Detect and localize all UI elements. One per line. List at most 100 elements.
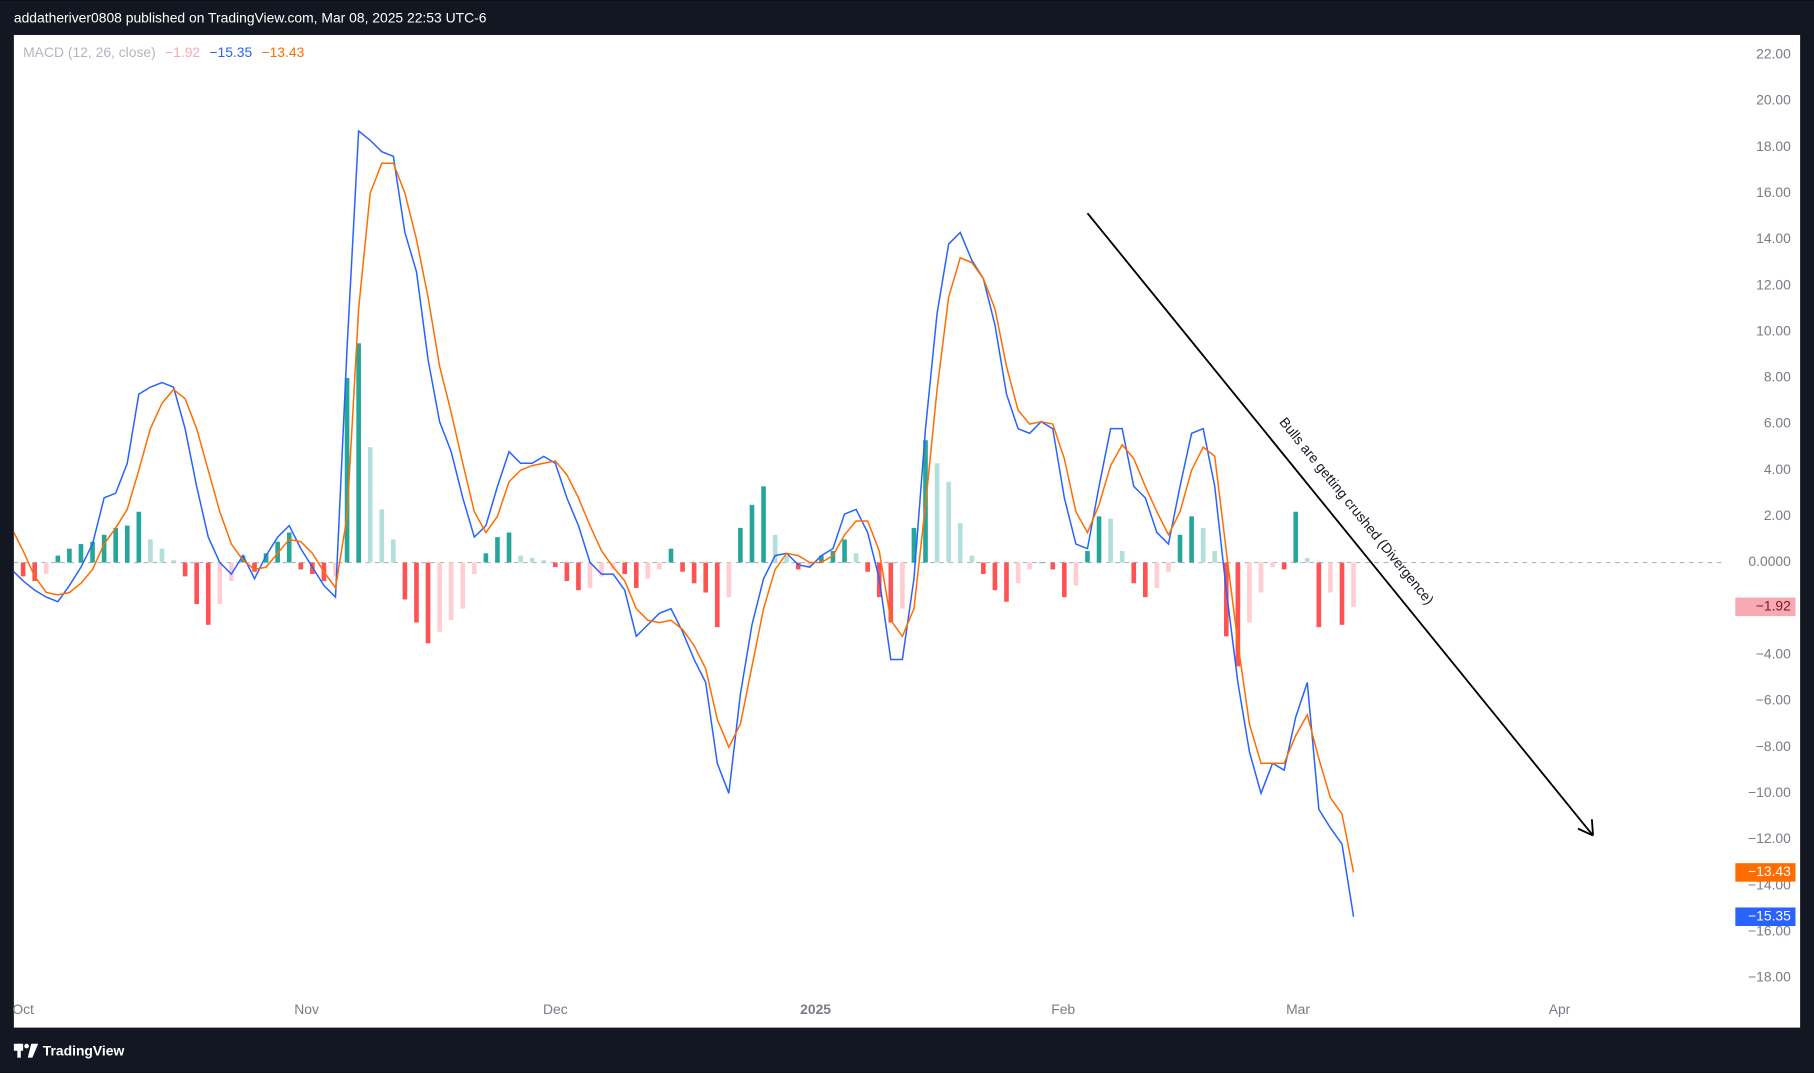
histogram-bar bbox=[633, 562, 639, 588]
histogram-bar bbox=[356, 343, 361, 563]
legend-value: −1.92 bbox=[165, 44, 200, 60]
histogram-bar bbox=[1339, 562, 1345, 625]
histogram-bar bbox=[402, 562, 408, 600]
histogram-bar bbox=[414, 562, 419, 623]
histogram-bar bbox=[1004, 562, 1009, 602]
histogram-bar bbox=[448, 562, 454, 621]
histogram-bar bbox=[1281, 562, 1287, 570]
histogram-bar bbox=[772, 534, 778, 563]
annotation-arrow bbox=[1086, 212, 1594, 837]
histogram-bar bbox=[1177, 534, 1183, 563]
y-tick-label: 2.00 bbox=[1764, 507, 1791, 523]
histogram-bar bbox=[599, 562, 604, 577]
histogram-bar bbox=[541, 560, 547, 563]
y-tick-label: 12.00 bbox=[1756, 276, 1791, 292]
histogram-bar bbox=[1085, 550, 1090, 563]
y-tick-label: −18.00 bbox=[1748, 969, 1791, 985]
histogram-bar bbox=[483, 553, 489, 563]
histogram-bar bbox=[587, 562, 593, 588]
histogram-bar bbox=[78, 544, 84, 563]
histogram-bar bbox=[819, 555, 824, 563]
x-tick-label: Feb bbox=[1051, 1001, 1075, 1017]
histogram-bar bbox=[1073, 562, 1079, 586]
histogram-bar bbox=[576, 562, 581, 591]
histogram-bar bbox=[1212, 550, 1218, 563]
histogram-bar bbox=[1027, 562, 1032, 570]
histogram-bar bbox=[691, 562, 697, 584]
histogram-bar bbox=[55, 555, 61, 563]
histogram-bar bbox=[795, 562, 801, 570]
histogram-bar bbox=[333, 562, 338, 577]
histogram-bar bbox=[749, 504, 755, 563]
histogram-bar bbox=[113, 527, 119, 563]
histogram-bar bbox=[1050, 562, 1056, 570]
histogram-bar bbox=[784, 555, 789, 563]
header-text: addatheriver0808 published on TradingVie… bbox=[14, 9, 487, 25]
line-series bbox=[13, 162, 1355, 873]
x-tick-label: Nov bbox=[294, 1001, 319, 1017]
price-label-box bbox=[1735, 597, 1796, 617]
histogram-bar bbox=[67, 548, 72, 563]
histogram-bar bbox=[205, 562, 211, 625]
histogram-bar bbox=[992, 562, 998, 591]
histogram-bar bbox=[761, 486, 766, 563]
histogram-bar bbox=[229, 562, 234, 581]
histogram-bar bbox=[1270, 562, 1275, 568]
histogram-bar bbox=[344, 377, 350, 563]
y-tick-label: 22.00 bbox=[1756, 46, 1791, 62]
histogram-bar bbox=[367, 447, 373, 563]
histogram-bar bbox=[668, 548, 674, 563]
histogram-bar bbox=[1304, 557, 1310, 563]
footer-logo bbox=[13, 1043, 39, 1058]
histogram-bar bbox=[1316, 562, 1322, 628]
legend-value: −15.35 bbox=[209, 44, 252, 60]
histogram-bar bbox=[714, 562, 720, 628]
histogram-bar bbox=[1189, 516, 1194, 563]
price-label-box bbox=[1735, 907, 1796, 926]
histogram-bar bbox=[263, 553, 269, 563]
histogram-bar bbox=[1166, 562, 1171, 572]
histogram-bar bbox=[911, 527, 917, 563]
y-tick-label: −4.00 bbox=[1756, 645, 1791, 661]
x-tick-label: Apr bbox=[1549, 1001, 1571, 1017]
histogram-bar bbox=[1247, 562, 1252, 623]
x-tick-label: Dec bbox=[543, 1001, 568, 1017]
footer-brand: TradingView bbox=[43, 1043, 125, 1059]
annotation-arrowhead bbox=[1577, 819, 1594, 837]
x-tick-label: 2025 bbox=[800, 1001, 831, 1017]
histogram-bar bbox=[1131, 562, 1137, 584]
y-tick-label: 18.00 bbox=[1756, 138, 1791, 154]
histogram-bar bbox=[726, 562, 732, 598]
histogram-bar bbox=[1154, 562, 1160, 588]
histogram-bar bbox=[564, 562, 570, 581]
histogram-bar bbox=[645, 562, 651, 579]
histogram-bar bbox=[13, 562, 14, 575]
price-label: −15.35 bbox=[1748, 907, 1791, 923]
legend-value: −13.43 bbox=[261, 44, 304, 60]
histogram-bar bbox=[495, 537, 500, 563]
y-tick-label: −8.00 bbox=[1756, 738, 1791, 754]
histogram-bar bbox=[853, 553, 859, 563]
histogram-bar bbox=[171, 560, 176, 563]
histogram-bar bbox=[1258, 562, 1264, 593]
histogram-bar bbox=[1038, 562, 1044, 564]
y-tick-label: 8.00 bbox=[1764, 369, 1791, 385]
histogram-bar bbox=[425, 562, 431, 644]
histogram-bar bbox=[934, 463, 940, 563]
histogram-bar bbox=[43, 562, 49, 575]
histogram-bar bbox=[379, 509, 385, 563]
y-tick-label: 10.00 bbox=[1756, 322, 1791, 338]
histogram-bar bbox=[518, 555, 523, 563]
y-tick-label: −16.00 bbox=[1748, 922, 1791, 938]
histogram-bar bbox=[472, 562, 477, 575]
price-label: −1.92 bbox=[1756, 597, 1791, 613]
histogram-bar bbox=[1293, 511, 1299, 563]
histogram-bar bbox=[32, 562, 38, 581]
histogram-bar bbox=[703, 562, 709, 593]
histogram-bar bbox=[622, 562, 628, 575]
histogram-bar bbox=[865, 562, 870, 572]
histogram-bar bbox=[1351, 562, 1356, 607]
histogram-bar bbox=[136, 511, 142, 563]
histogram-bar bbox=[391, 539, 396, 563]
